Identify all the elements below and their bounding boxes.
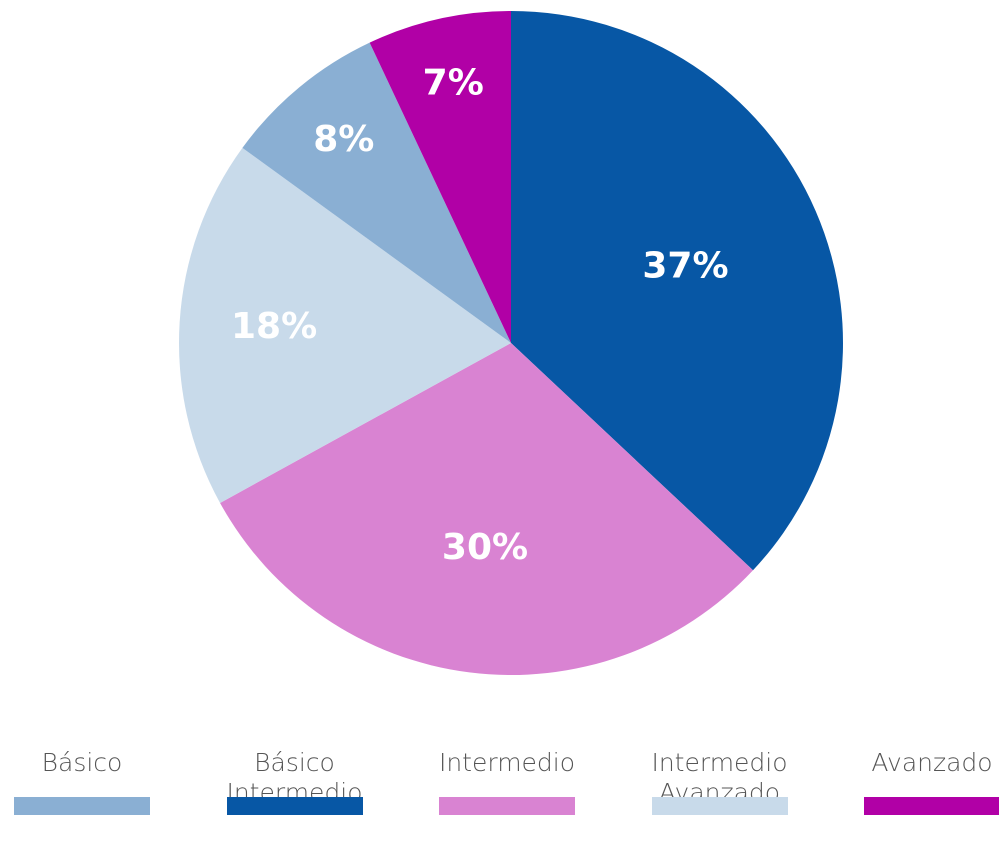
legend-label: Intermedio	[438, 748, 576, 777]
pie-slice	[511, 11, 843, 571]
slice-label: 37%	[642, 246, 728, 287]
legend-swatch	[651, 797, 788, 815]
legend-label: Básico	[41, 748, 123, 777]
legend-swatch	[14, 797, 150, 815]
legend-label: Avanzado	[871, 748, 993, 777]
legend-swatch	[439, 797, 575, 815]
legend-swatch	[226, 797, 363, 815]
pie-slice	[242, 42, 511, 344]
pie-slice	[369, 11, 511, 343]
slice-label: 18%	[231, 306, 317, 347]
slice-label: 7%	[423, 63, 484, 104]
slice-label: 8%	[313, 119, 374, 160]
pie-slice	[179, 147, 511, 503]
pie-slice	[220, 343, 754, 675]
legend-swatch	[864, 797, 999, 815]
slice-label: 30%	[442, 527, 528, 568]
